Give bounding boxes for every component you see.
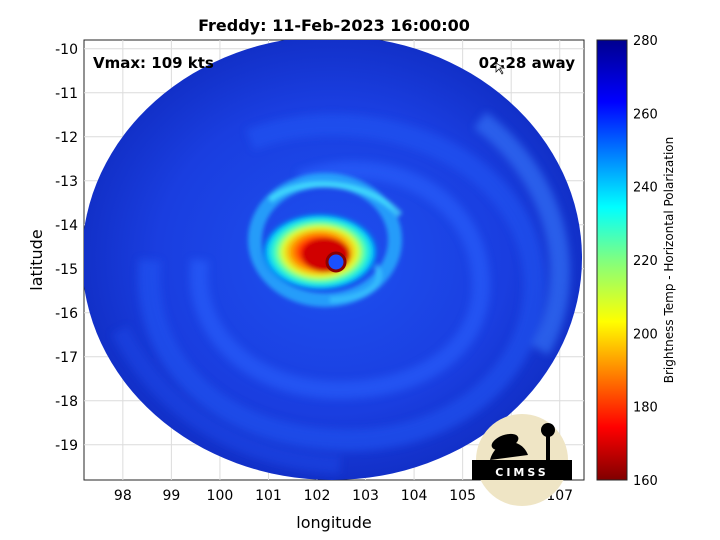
logo-base (472, 460, 572, 480)
eyewall (260, 212, 380, 292)
y-tick-label: -10 (55, 42, 78, 58)
colorbar-tick-label: 160 (633, 474, 658, 489)
storm-eye (325, 251, 347, 273)
y-tick-label: -12 (55, 130, 78, 146)
y-tick-label: -11 (55, 86, 78, 102)
y-tick-label: -15 (55, 262, 78, 278)
colorbar-tick-label: 220 (633, 254, 658, 269)
y-tick-label: -17 (55, 350, 78, 366)
x-tick-label: 102 (304, 488, 331, 504)
y-tick-label: -18 (55, 394, 78, 410)
x-axis-label: longitude (296, 513, 371, 532)
cimss-logo: CIMSS (472, 414, 572, 506)
x-tick-label: 104 (401, 488, 428, 504)
figure-title: Freddy: 11-Feb-2023 16:00:00 (198, 16, 470, 35)
vmax-annotation: Vmax: 109 kts (93, 54, 214, 72)
y-tick-label: -16 (55, 306, 78, 322)
mouse-cursor-icon (495, 62, 506, 75)
logo-text: CIMSS (495, 466, 548, 479)
colorbar (596, 39, 628, 481)
x-tick-label: 100 (207, 488, 234, 504)
y-tick-label: -14 (55, 218, 78, 234)
colorbar-label: Brightness Temp - Horizontal Polarizatio… (662, 137, 676, 384)
colorbar-tick-label: 180 (633, 401, 658, 416)
colorbar-tick-label: 240 (633, 181, 658, 196)
x-tick-label: 99 (162, 488, 180, 504)
y-axis-label: latitude (27, 229, 46, 290)
satellite-swath (84, 40, 582, 480)
x-tick-label: 98 (114, 488, 132, 504)
y-tick-label: -13 (55, 174, 78, 190)
inner-rainband (248, 173, 403, 307)
x-tick-label: 105 (449, 488, 476, 504)
water-tower-icon (541, 423, 555, 437)
x-tick-label: 103 (352, 488, 379, 504)
time-away-annotation: 02:28 away (479, 54, 576, 72)
colorbar-tick-label: 280 (633, 34, 658, 49)
y-tick-labels: -10 -11 -12 -13 -14 -15 -16 -17 -18 -19 (55, 42, 78, 454)
x-tick-label: 101 (255, 488, 282, 504)
colorbar-tick-label: 260 (633, 107, 658, 122)
colorbar-tick-label: 200 (633, 327, 658, 342)
y-tick-label: -19 (55, 438, 78, 454)
colorbar-tick-labels: 280 260 240 220 200 180 160 (633, 34, 658, 489)
spiral-bands (111, 112, 570, 474)
